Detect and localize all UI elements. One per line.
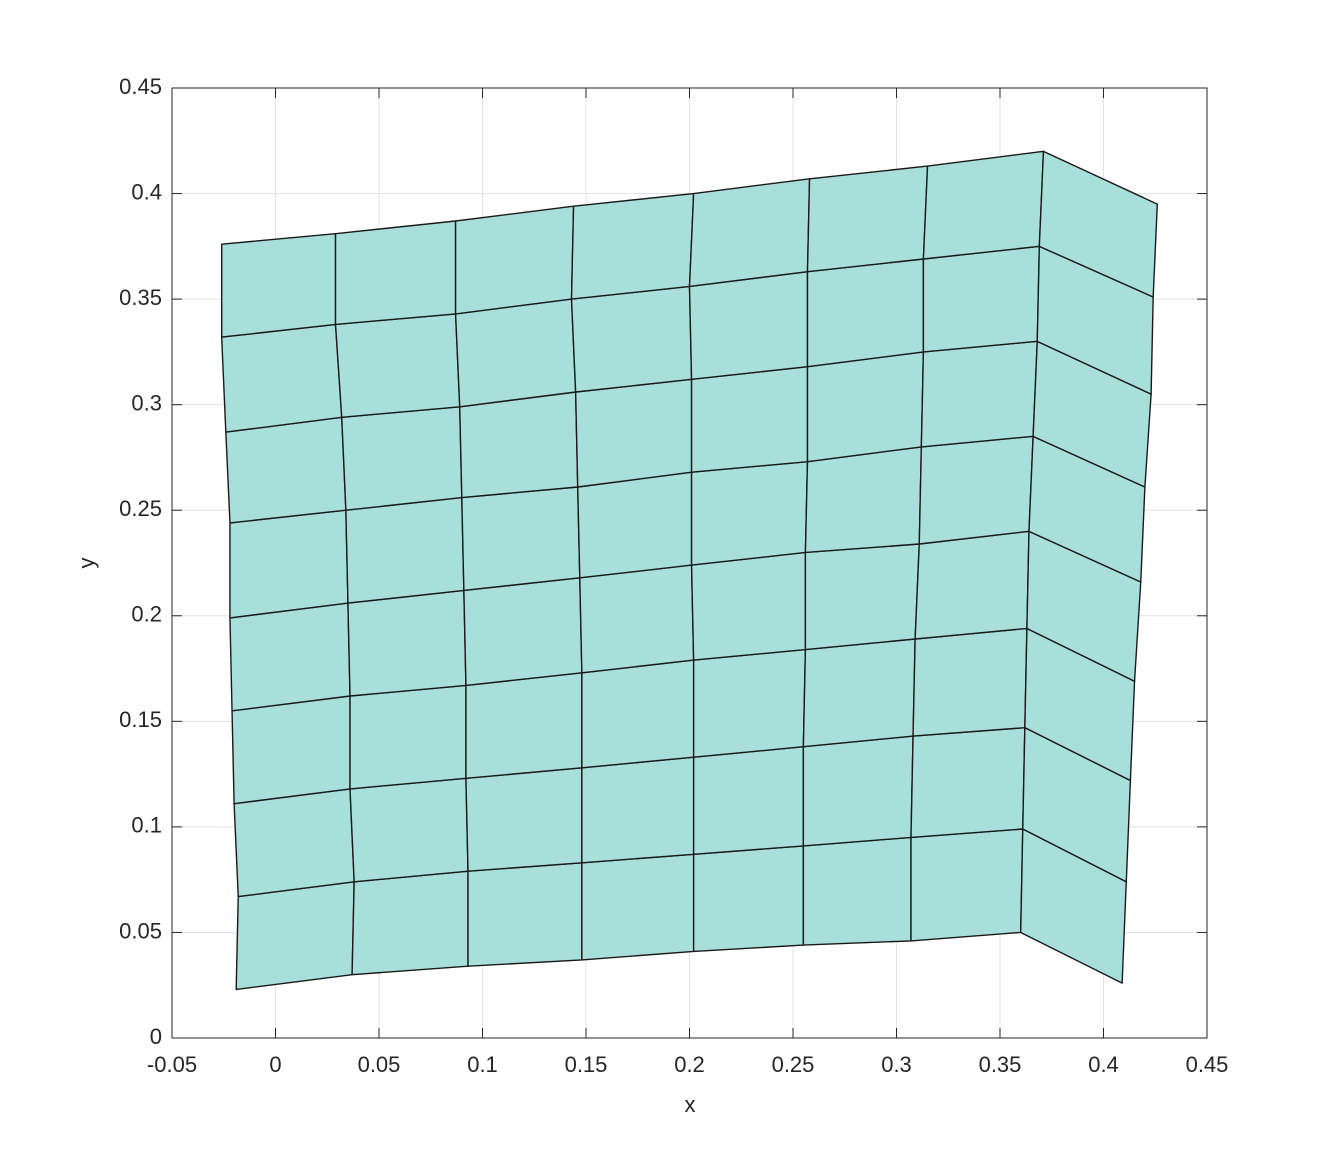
- x-tick-label: 0.3: [881, 1052, 912, 1077]
- mesh-face: [334, 313, 461, 419]
- y-tick-label: 0.15: [119, 707, 162, 732]
- mesh-face: [914, 530, 1030, 640]
- x-tick-label: 0.45: [1186, 1052, 1229, 1077]
- x-tick-label: 0.1: [467, 1052, 498, 1077]
- mesh-face: [235, 881, 355, 991]
- mesh-face: [688, 178, 811, 288]
- mesh-face: [461, 486, 581, 592]
- mesh-face: [581, 659, 695, 769]
- mesh-face: [804, 543, 920, 651]
- mesh-face: [220, 323, 343, 433]
- mesh-face: [922, 150, 1045, 260]
- mesh-face: [912, 627, 1028, 737]
- mesh-face: [351, 870, 469, 976]
- mesh-face: [347, 589, 467, 697]
- mesh-face: [1038, 150, 1159, 298]
- mesh-face: [454, 298, 577, 408]
- y-tick-label: 0.4: [131, 179, 162, 204]
- mesh-face: [692, 845, 805, 953]
- mesh-face: [804, 446, 923, 554]
- x-tick-label: 0.25: [772, 1052, 815, 1077]
- mesh-face: [231, 695, 351, 805]
- mesh-face: [920, 340, 1038, 448]
- mesh-face: [577, 471, 693, 579]
- mesh-face: [349, 777, 469, 883]
- mesh-face: [341, 406, 463, 511]
- mesh-face: [220, 232, 337, 338]
- mesh-face: [467, 862, 583, 967]
- mesh-face: [910, 726, 1026, 839]
- x-tick-label: 0.4: [1088, 1052, 1119, 1077]
- mesh-face: [579, 564, 695, 674]
- mesh-face: [463, 577, 583, 687]
- y-tick-label: 0: [150, 1024, 162, 1049]
- mesh-face: [581, 853, 695, 961]
- mesh-face: [688, 270, 809, 381]
- mesh-face: [345, 496, 465, 604]
- x-tick-label: 0.15: [565, 1052, 608, 1077]
- mesh-face: [802, 638, 916, 748]
- mesh-face: [690, 365, 809, 473]
- y-tick-label: 0.25: [119, 496, 162, 521]
- x-tick-label: 0.05: [358, 1052, 401, 1077]
- mesh-face: [334, 220, 457, 326]
- mesh-face: [229, 509, 349, 619]
- y-tick-label: 0.3: [131, 390, 162, 415]
- y-tick-label: 0.45: [119, 74, 162, 99]
- mesh-face: [806, 165, 929, 273]
- mesh-face: [690, 460, 809, 566]
- mesh-face: [802, 836, 912, 946]
- x-tick-label: 0.2: [674, 1052, 705, 1077]
- mesh-face: [574, 378, 693, 488]
- mesh-face: [692, 745, 805, 856]
- x-tick-label: 0: [269, 1052, 281, 1077]
- mesh-face: [918, 435, 1034, 545]
- mesh-face: [229, 602, 351, 712]
- mesh-face: [454, 205, 575, 315]
- mesh-face: [225, 416, 347, 524]
- mesh-face: [570, 192, 695, 300]
- y-tick-label: 0.1: [131, 813, 162, 838]
- mesh-face: [806, 351, 925, 463]
- mesh-face: [802, 735, 914, 847]
- y-tick-label: 0.2: [131, 602, 162, 627]
- x-tick-label: 0.35: [979, 1052, 1022, 1077]
- mesh-face: [465, 672, 583, 780]
- y-tick-label: 0.05: [119, 918, 162, 943]
- mesh-face: [233, 788, 355, 898]
- mesh-face: [581, 756, 695, 864]
- y-tick-label: 0.35: [119, 285, 162, 310]
- mesh-face: [806, 258, 925, 368]
- mesh-face: [910, 828, 1024, 942]
- mesh-face: [692, 648, 807, 758]
- mesh-face: [349, 684, 467, 790]
- mesh-face: [465, 767, 583, 872]
- x-tick-label: -0.05: [147, 1052, 197, 1077]
- mesh-face: [459, 391, 579, 499]
- mesh-face: [690, 551, 807, 661]
- mesh-face: [570, 285, 693, 393]
- x-axis-label: x: [685, 1092, 696, 1117]
- y-axis-label: y: [74, 558, 99, 569]
- mesh-face: [922, 245, 1041, 353]
